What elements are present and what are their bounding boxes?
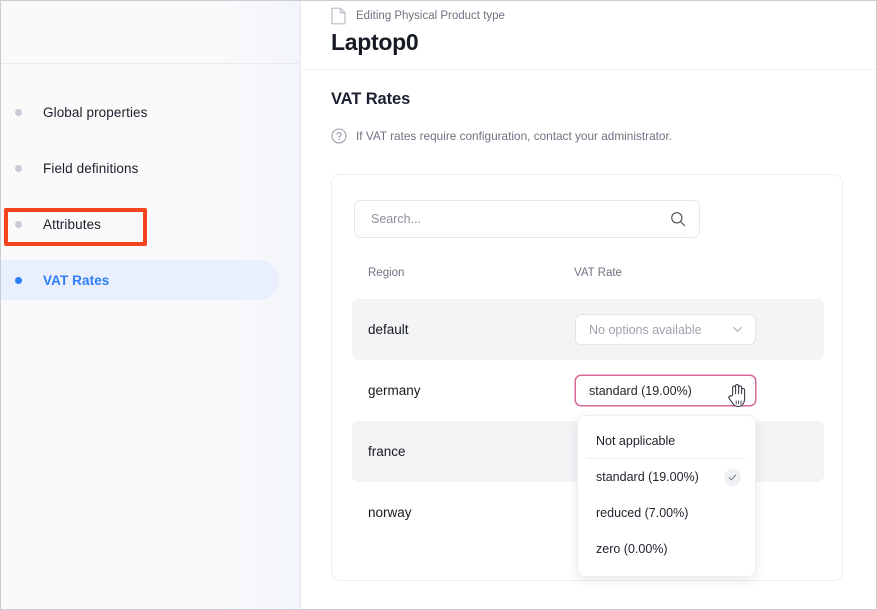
column-header-vat-rate: VAT Rate bbox=[574, 267, 622, 279]
dropdown-option-not-applicable[interactable]: Not applicable bbox=[578, 423, 755, 459]
select-value: standard (19.00%) bbox=[589, 383, 692, 398]
dropdown-option-standard[interactable]: standard (19.00%) bbox=[578, 459, 755, 495]
select-value: No options available bbox=[589, 322, 702, 337]
sidebar: Global properties Field definitions Attr… bbox=[1, 1, 301, 609]
help-circle-icon bbox=[331, 128, 347, 144]
section-title: VAT Rates bbox=[331, 90, 411, 108]
dropdown-option-label: Not applicable bbox=[596, 434, 676, 448]
row-region-label: germany bbox=[368, 383, 421, 398]
bullet-dot-icon bbox=[15, 276, 22, 284]
dropdown-option-label: zero (0.00%) bbox=[596, 542, 668, 556]
search-icon[interactable] bbox=[670, 211, 686, 227]
sidebar-item-label: VAT Rates bbox=[43, 272, 110, 288]
bullet-dot-icon bbox=[15, 108, 22, 116]
sidebar-item-vat-rates[interactable]: VAT Rates bbox=[1, 260, 279, 300]
sidebar-item-global-properties[interactable]: Global properties bbox=[1, 92, 279, 132]
bullet-dot-icon bbox=[15, 220, 22, 228]
search-field[interactable] bbox=[354, 200, 700, 238]
breadcrumb-text: Editing Physical Product type bbox=[356, 10, 505, 22]
page-title: Laptop0 bbox=[331, 29, 419, 55]
sidebar-item-label: Field definitions bbox=[43, 160, 139, 176]
page-header: Editing Physical Product type Laptop0 bbox=[302, 1, 876, 70]
vat-rates-card: Region VAT Rate default No options avail… bbox=[331, 174, 843, 581]
breadcrumb: Editing Physical Product type bbox=[331, 5, 876, 27]
dropdown-option-label: standard (19.00%) bbox=[596, 470, 699, 484]
vat-rate-dropdown-menu: Not applicable standard (19.00%) reduced… bbox=[577, 415, 756, 577]
check-glyph bbox=[728, 474, 737, 480]
table-row: germany standard (19.00%) bbox=[352, 360, 824, 421]
row-region-label: norway bbox=[368, 505, 412, 520]
table-header-row: Region VAT Rate bbox=[332, 267, 844, 291]
row-region-label: france bbox=[368, 444, 406, 459]
sidebar-item-attributes[interactable]: Attributes bbox=[1, 204, 279, 244]
sidebar-nav: Global properties Field definitions Attr… bbox=[1, 64, 301, 300]
dropdown-option-zero[interactable]: zero (0.00%) bbox=[578, 531, 755, 567]
table-row: norway bbox=[352, 482, 824, 543]
row-region-label: default bbox=[368, 322, 409, 337]
hint-row: If VAT rates require configuration, cont… bbox=[331, 128, 876, 144]
check-icon bbox=[724, 468, 741, 486]
row-control: No options available bbox=[575, 314, 756, 345]
table-row: default No options available bbox=[352, 299, 824, 360]
vat-rate-select-germany[interactable]: standard (19.00%) bbox=[575, 375, 756, 406]
dropdown-option-reduced[interactable]: reduced (7.00%) bbox=[578, 495, 755, 531]
sidebar-item-label: Global properties bbox=[43, 104, 148, 120]
document-icon bbox=[331, 7, 346, 25]
sidebar-item-label: Attributes bbox=[43, 216, 102, 232]
hint-text: If VAT rates require configuration, cont… bbox=[356, 129, 673, 143]
search-input[interactable] bbox=[371, 212, 670, 226]
bullet-dot-icon bbox=[15, 164, 22, 172]
sidebar-item-field-definitions[interactable]: Field definitions bbox=[1, 148, 279, 188]
column-header-region: Region bbox=[368, 267, 405, 279]
chevron-down-icon bbox=[733, 327, 742, 332]
row-control: standard (19.00%) bbox=[575, 375, 756, 406]
vat-rate-select-default[interactable]: No options available bbox=[575, 314, 756, 345]
sidebar-header-area bbox=[1, 1, 301, 64]
dropdown-option-label: reduced (7.00%) bbox=[596, 506, 689, 520]
